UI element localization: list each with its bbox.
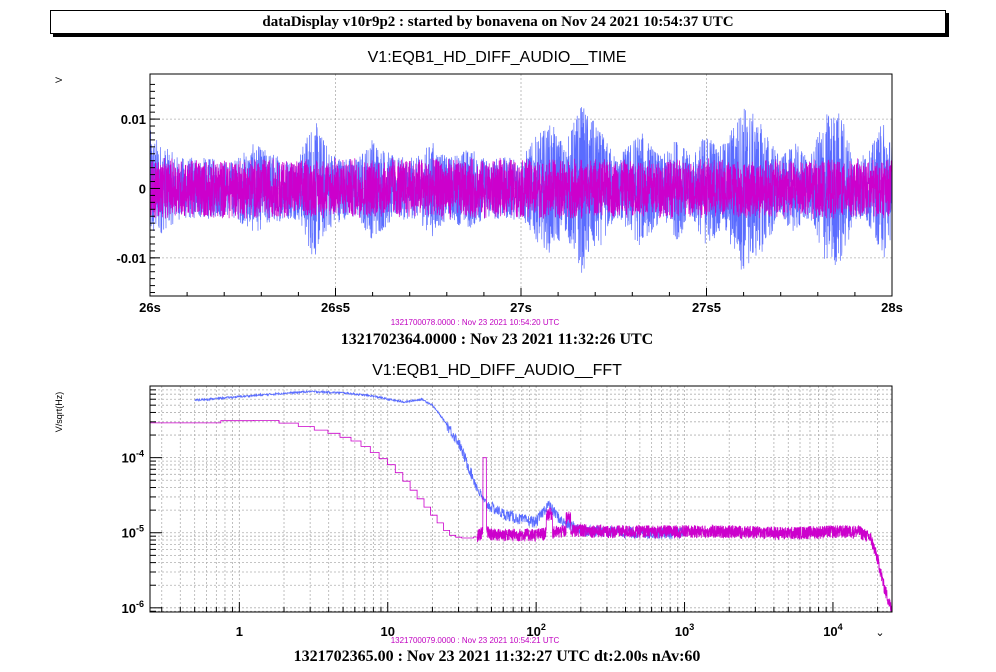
fft-series-magenta bbox=[150, 420, 892, 612]
time-plot-axes: 26s 26s5 27s 27s5 28s -0.01 0 0.01 bbox=[116, 83, 903, 315]
fft-x-tick-label: 103 bbox=[675, 622, 694, 639]
fft-x-tick-label: 104 bbox=[823, 622, 842, 639]
fft-plot-timestamp: 1321702365.00 : Nov 23 2021 11:32:27 UTC… bbox=[294, 648, 701, 665]
fft-y-tick-label: 10-6 bbox=[122, 599, 144, 616]
time-x-tick-label: 26s5 bbox=[321, 300, 350, 315]
time-x-tick-label: 27s bbox=[510, 300, 532, 315]
time-x-tick-label: 28s bbox=[881, 300, 903, 315]
fft-plot-frame bbox=[149, 385, 893, 613]
time-y-tick-label: 0.01 bbox=[121, 112, 146, 127]
fft-x-tick-label: 10 bbox=[381, 624, 395, 639]
time-plot-title: V1:EQB1_HD_DIFF_AUDIO__TIME bbox=[368, 49, 627, 66]
time-x-tick-label: 27s5 bbox=[692, 300, 721, 315]
fft-y-tick-label: 10-5 bbox=[122, 524, 144, 541]
time-plot-ylabel: V bbox=[54, 77, 64, 83]
fft-plot-ylabel: V/sqrt(Hz) bbox=[54, 392, 64, 433]
time-y-tick-label: -0.01 bbox=[116, 251, 146, 266]
time-x-tick-label: 26s bbox=[139, 300, 161, 315]
fft-x-tick-label: 1 bbox=[236, 624, 243, 639]
time-plot-stamp: 1321700078.0000 : Nov 23 2021 10:54:20 U… bbox=[391, 318, 560, 327]
fft-plot-stamp: 1321700079.0000 : Nov 23 2021 10:54:21 U… bbox=[391, 636, 560, 645]
app-banner-title: dataDisplay v10r9p2 : started by bonaven… bbox=[50, 10, 946, 34]
time-plot-timestamp: 1321702364.0000 : Nov 23 2021 11:32:26 U… bbox=[341, 331, 653, 348]
fft-plot-series bbox=[150, 389, 892, 612]
fft-y-tick-label: 10-4 bbox=[122, 449, 144, 466]
time-plot-series bbox=[150, 107, 892, 273]
time-y-tick-label: 0 bbox=[139, 181, 146, 196]
fft-plot-grid bbox=[150, 386, 892, 612]
fft-plot-title: V1:EQB1_HD_DIFF_AUDIO__FFT bbox=[372, 362, 622, 379]
time-series-magenta bbox=[150, 157, 892, 220]
fft-axis-end-marker: ⌄ bbox=[875, 627, 884, 639]
